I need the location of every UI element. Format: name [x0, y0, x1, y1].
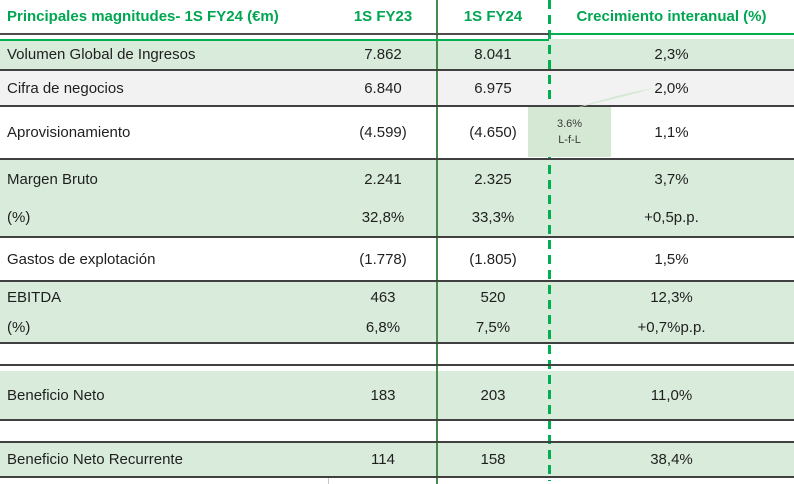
cell-growth: 1,5%	[654, 250, 689, 268]
header-bottom-border-green	[549, 33, 794, 35]
row-label: Cifra de negocios	[7, 79, 124, 97]
cell-growth: 2,3%	[654, 45, 689, 63]
row-label: Margen Bruto	[7, 170, 98, 188]
header-col-fy23: 1S FY23	[353, 8, 413, 25]
cell-fy23: (4.599)	[359, 124, 407, 141]
column-divider-line	[436, 0, 438, 484]
bottom-margin-strip	[0, 478, 794, 484]
table-row-aprovisionamiento: Aprovisionamiento (4.599) (4.650) 1,1%	[0, 107, 794, 158]
table-row-beneficio-neto: Beneficio Neto 183 203 11,0%	[0, 371, 794, 419]
header-col-growth: Crecimiento interanual (%)	[576, 8, 767, 25]
cell-fy24: 203	[480, 386, 506, 404]
lfl-callout: 3.6% L-f-L	[528, 107, 611, 157]
row-label: EBITDA	[7, 288, 62, 306]
growth-column-dashed-line	[548, 0, 551, 481]
spacer	[0, 366, 794, 371]
header-col-fy24: 1S FY24	[463, 8, 523, 25]
table-row-empty	[0, 344, 794, 364]
row-divider	[0, 364, 794, 366]
table-row-margen-bruto: Margen Bruto 2.241 2.325 3,7%	[0, 160, 794, 198]
row-divider	[0, 476, 794, 478]
cell-growth: 1,1%	[654, 124, 689, 141]
table-row-beneficio-neto-recurrente: Beneficio Neto Recurrente 114 158 38,4%	[0, 443, 794, 476]
spacer	[0, 33, 794, 39]
cell-growth: 11,0%	[650, 386, 693, 404]
first-row-top-border	[0, 39, 549, 41]
cell-fy23: 2.241	[364, 170, 402, 188]
row-label: Beneficio Neto	[7, 386, 105, 404]
table-row-cifra-negocios: Cifra de negocios 6.840 6.975 2,0%	[0, 71, 794, 105]
cell-fy24: (1.805)	[469, 250, 517, 268]
row-divider	[0, 441, 794, 443]
cell-growth: 3,7%	[654, 170, 689, 188]
row-label: (%)	[7, 208, 31, 226]
row-divider	[0, 69, 794, 71]
row-label: Aprovisionamiento	[7, 124, 131, 141]
cell-growth: +0,5p.p.	[644, 208, 699, 226]
row-divider	[0, 158, 794, 160]
table-row-ebitda: EBITDA 463 520 12,3%	[0, 282, 794, 312]
callout-value: 3.6%	[556, 118, 583, 130]
row-divider	[0, 105, 794, 107]
header-bottom-border	[0, 33, 549, 35]
cell-growth: 2,0%	[654, 79, 689, 97]
cell-fy23: 183	[370, 386, 396, 404]
row-label: (%)	[7, 318, 31, 336]
cell-growth: 38,4%	[650, 451, 693, 468]
cell-fy24: 33,3%	[471, 208, 515, 226]
cell-fy24: (4.650)	[469, 124, 517, 141]
header-main-title: Principales magnitudes- 1S FY24 (€m)	[7, 8, 279, 25]
cell-fy24: 2.325	[474, 170, 512, 188]
row-divider	[0, 419, 794, 421]
cell-fy23: 6.840	[364, 79, 402, 97]
cell-growth: +0,7%p.p.	[637, 318, 706, 336]
cell-fy23: 32,8%	[361, 208, 405, 226]
cell-fy24: 6.975	[474, 79, 512, 97]
cell-fy23: 6,8%	[365, 318, 401, 336]
table-row-volumen-global: Volumen Global de Ingresos 7.862 8.041 2…	[0, 39, 794, 69]
cell-fy24: 520	[480, 288, 506, 306]
row-divider	[0, 236, 794, 238]
cell-growth: 12,3%	[650, 288, 693, 306]
table-header-row: Principales magnitudes- 1S FY24 (€m) 1S …	[0, 0, 794, 33]
row-divider	[0, 342, 794, 344]
cell-fy24: 158	[480, 451, 506, 468]
cell-fy23: 7.862	[364, 45, 402, 63]
row-label: Beneficio Neto Recurrente	[7, 451, 183, 468]
callout-label: L-f-L	[558, 134, 581, 146]
cell-fy24: 8.041	[474, 45, 512, 63]
callout-tail-swoosh	[576, 88, 654, 108]
row-divider	[0, 280, 794, 282]
row-label: Volumen Global de Ingresos	[7, 45, 196, 63]
gridline-stub	[328, 478, 329, 484]
cell-fy24: 7,5%	[475, 318, 511, 336]
table-row-gastos-explotacion: Gastos de explotación (1.778) (1.805) 1,…	[0, 238, 794, 280]
cell-fy23: 114	[371, 451, 395, 468]
table-row-margen-bruto-pct: (%) 32,8% 33,3% +0,5p.p.	[0, 198, 794, 236]
table-block-ebitda: EBITDA 463 520 12,3% (%) 6,8% 7,5% +0,7%…	[0, 282, 794, 342]
table-row-ebitda-pct: (%) 6,8% 7,5% +0,7%p.p.	[0, 312, 794, 342]
cell-fy23: (1.778)	[359, 250, 407, 268]
cell-fy23: 463	[370, 288, 396, 306]
table-block-margen-bruto: Margen Bruto 2.241 2.325 3,7% (%) 32,8% …	[0, 160, 794, 236]
row-label: Gastos de explotación	[7, 250, 156, 268]
table-row-empty	[0, 421, 794, 441]
